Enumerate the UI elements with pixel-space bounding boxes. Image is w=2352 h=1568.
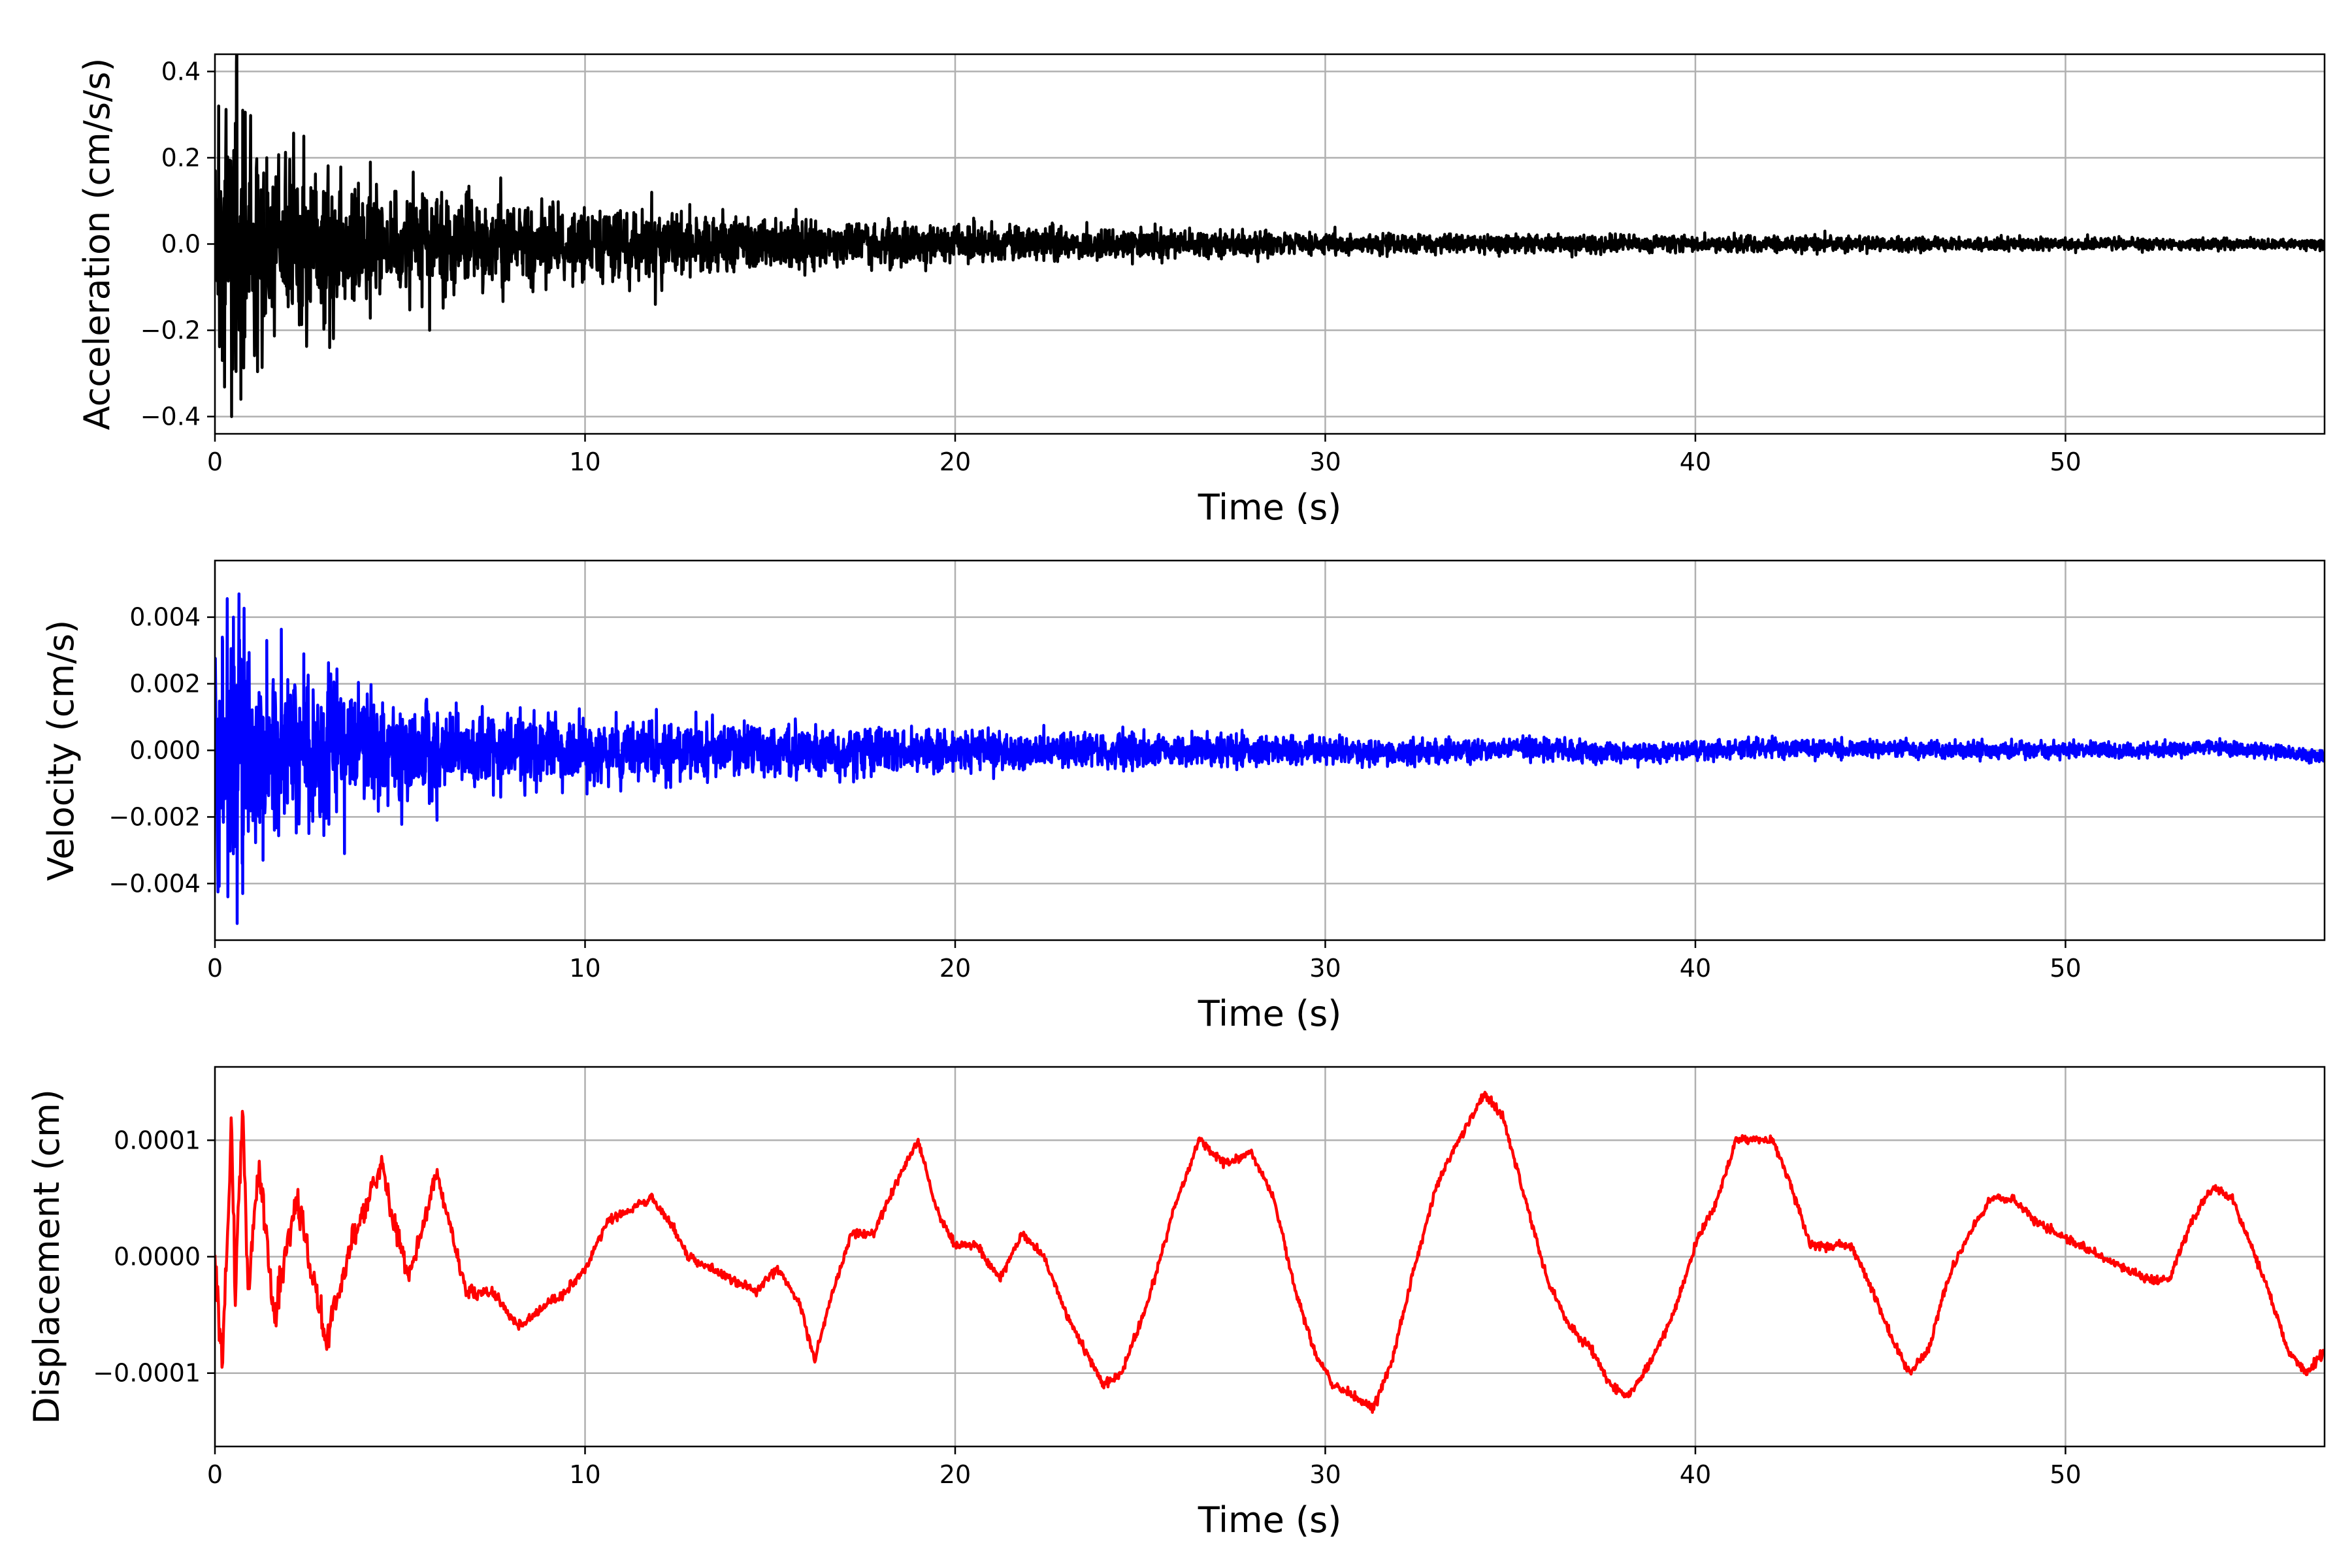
y-tick-label: 0.004 xyxy=(129,603,201,632)
x-tick-label: 0 xyxy=(207,954,223,983)
acceleration-x-axis-label: Time (s) xyxy=(1198,487,1342,528)
x-tick-label: 20 xyxy=(939,954,971,983)
y-tick-label: −0.2 xyxy=(140,316,201,345)
velocity-y-axis-label: Velocity (cm/s) xyxy=(41,620,82,881)
displacement-series-line xyxy=(215,1090,2325,1414)
x-tick-label: 30 xyxy=(1309,954,1341,983)
x-tick-label: 10 xyxy=(569,1460,600,1489)
x-tick-label: 10 xyxy=(569,954,600,983)
y-tick-label: 0.2 xyxy=(161,143,201,172)
displacement-panel: 0 10 20 30 40 50 −0.0001 0.0000 0.0001 Time (s) Di… xyxy=(26,1066,2326,1541)
y-tick-label: 0.000 xyxy=(129,736,201,765)
displacement-x-axis-label: Time (s) xyxy=(1198,1499,1342,1541)
y-tick-label: 0.002 xyxy=(129,670,201,698)
velocity-series-line xyxy=(215,592,2325,925)
x-tick-label: 40 xyxy=(1680,448,1711,476)
y-tick-label: −0.0001 xyxy=(93,1359,201,1388)
acceleration-y-axis-label: Acceleration (cm/s/s) xyxy=(76,58,118,431)
displacement-y-axis-label: Displacement (cm) xyxy=(26,1089,67,1424)
x-tick-label: 30 xyxy=(1309,448,1341,476)
acceleration-series-line xyxy=(215,54,2325,418)
y-tick-label: 0.0 xyxy=(161,230,201,259)
x-tick-label: 50 xyxy=(2050,448,2081,476)
x-tick-label: 30 xyxy=(1309,1460,1341,1489)
x-tick-label: 40 xyxy=(1680,954,1711,983)
x-tick-label: 40 xyxy=(1680,1460,1711,1489)
x-tick-label: 20 xyxy=(939,1460,971,1489)
velocity-panel: 0 10 20 30 40 50 −0.004 −0.002 0.000 0.002 0.004 Ti… xyxy=(41,559,2326,1034)
y-tick-label: 0.0001 xyxy=(114,1126,201,1154)
x-tick-label: 20 xyxy=(939,448,971,476)
x-tick-label: 0 xyxy=(207,448,223,476)
y-tick-label: 0.4 xyxy=(161,57,201,86)
y-tick-label: −0.4 xyxy=(140,402,201,431)
y-tick-label: −0.002 xyxy=(108,802,201,831)
y-tick-label: 0.0000 xyxy=(114,1243,201,1271)
acceleration-panel: 0 10 20 30 40 50 −0.4 −0.2 0.0 0.2 0.4 Time (s) Acce… xyxy=(76,53,2326,528)
y-tick-label: −0.004 xyxy=(108,869,201,898)
x-tick-label: 50 xyxy=(2050,954,2081,983)
x-tick-label: 0 xyxy=(207,1460,223,1489)
velocity-x-axis-label: Time (s) xyxy=(1198,993,1342,1034)
x-tick-label: 50 xyxy=(2050,1460,2081,1489)
x-tick-label: 10 xyxy=(569,448,600,476)
